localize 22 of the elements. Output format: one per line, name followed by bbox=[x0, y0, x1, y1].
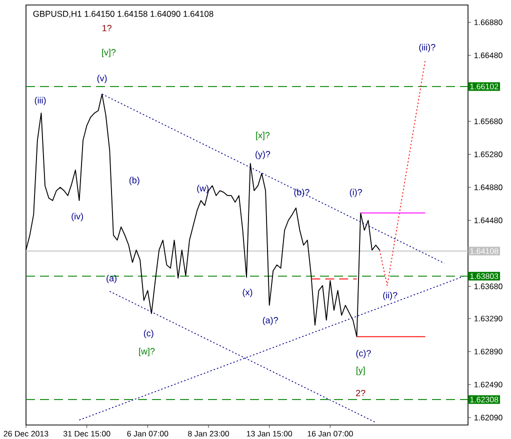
annotation: [x]? bbox=[256, 132, 270, 140]
annotation: (x) bbox=[242, 288, 252, 298]
annotation: (iii)? bbox=[419, 44, 436, 52]
annotation: [w]? bbox=[139, 348, 155, 356]
annotation: (c) bbox=[144, 330, 154, 338]
annotation: (a)? bbox=[262, 316, 278, 326]
annotation: (v) bbox=[97, 74, 107, 84]
annotation: (iii) bbox=[34, 96, 46, 106]
annotation: (i)? bbox=[350, 188, 362, 198]
annotation: 1? bbox=[102, 24, 112, 32]
annotation: (y)? bbox=[256, 150, 270, 160]
annotation: (w) bbox=[197, 184, 208, 194]
annotation: (b) bbox=[129, 176, 140, 186]
annotation: (b)? bbox=[294, 188, 310, 198]
annotation: (iv) bbox=[72, 212, 83, 222]
text: GBPUSD,H1 1.64150 1.64158 1.64090 1.64108 bbox=[33, 10, 214, 18]
annotation: (ii)? bbox=[383, 292, 398, 300]
annotation: [v]? bbox=[102, 48, 116, 58]
annotation: (c)? bbox=[356, 350, 371, 358]
annotation: (a) bbox=[106, 274, 116, 284]
annotation: 2? bbox=[356, 390, 366, 396]
annotation: [y] bbox=[356, 366, 365, 376]
